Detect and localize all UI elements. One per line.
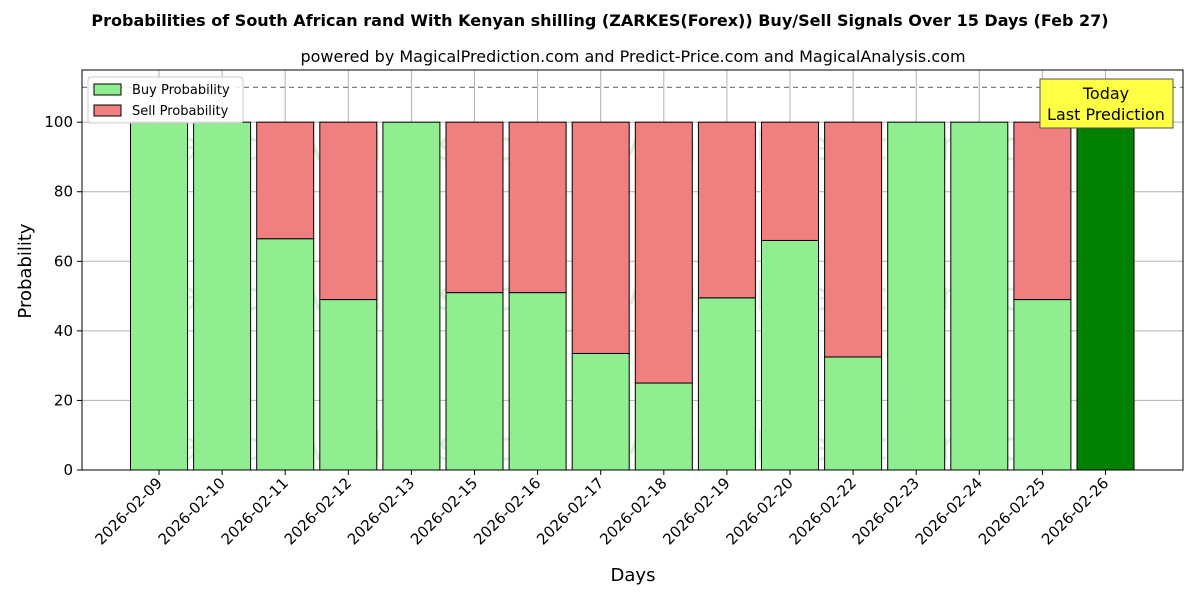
sell-bar <box>697 121 756 299</box>
buy-bar <box>634 382 693 471</box>
sell-bar <box>508 121 567 294</box>
buy-bar <box>761 239 819 471</box>
legend-label: Sell Probability <box>132 104 229 119</box>
y-tick-label: 80 <box>54 183 73 201</box>
x-tick-label: 2026-02-24 <box>912 474 986 548</box>
sell-bar <box>761 121 819 241</box>
buy-bar <box>193 121 252 471</box>
buy-bar <box>256 238 315 471</box>
x-tick-label: 2026-02-25 <box>975 474 1049 548</box>
buy-bar <box>508 292 567 471</box>
x-axis-label: Days <box>611 565 656 586</box>
x-tick-label: 2026-02-11 <box>218 474 292 548</box>
x-tick-label: 2026-02-15 <box>407 474 481 548</box>
sell-bar <box>256 121 315 240</box>
buy-bar <box>571 352 630 471</box>
y-tick-label: 20 <box>54 391 73 409</box>
buy-bar <box>319 299 378 471</box>
today-line2: Last Prediction <box>1047 105 1165 124</box>
x-tick-label: 2026-02-26 <box>1038 474 1112 548</box>
legend: Buy Probability Sell Probability <box>87 76 244 124</box>
plot-frame <box>81 69 1184 471</box>
y-tick-label: 0 <box>63 461 73 479</box>
x-tick-label: 2026-02-17 <box>533 474 607 548</box>
y-tick-label: 60 <box>54 252 73 270</box>
y-axis-label: Probability <box>15 223 36 318</box>
sell-bar <box>445 121 504 294</box>
x-tick-label: 2026-02-18 <box>596 474 670 548</box>
sell-bar <box>319 121 378 301</box>
today-line1: Today <box>1082 84 1129 103</box>
x-tick-label: 2026-02-10 <box>155 474 229 548</box>
x-tick-label: 2026-02-20 <box>722 474 796 548</box>
x-tick-label: 2026-02-23 <box>849 474 923 548</box>
today-annotation: Today Last Prediction <box>1039 78 1174 129</box>
y-tick-label: 40 <box>54 322 73 340</box>
bars <box>82 86 1183 471</box>
sell-bar <box>571 121 630 354</box>
buy-bar <box>382 121 441 471</box>
y-tick-label: 100 <box>44 113 73 131</box>
sell-bar <box>824 121 883 358</box>
x-tick-label: 2026-02-13 <box>344 474 418 548</box>
buy-bar <box>1013 299 1072 471</box>
x-tick-label: 2026-02-09 <box>91 474 165 548</box>
buy-bar <box>1076 121 1135 471</box>
legend-label: Buy Probability <box>132 83 230 98</box>
buy-bar <box>130 121 188 471</box>
sell-bar <box>634 121 693 384</box>
buy-bar <box>950 121 1009 471</box>
sell-bar <box>1013 121 1072 301</box>
buy-bar <box>824 356 883 471</box>
x-tick-label: 2026-02-19 <box>659 474 733 548</box>
buy-bar <box>887 121 946 471</box>
x-tick-label: 2026-02-12 <box>281 474 355 548</box>
legend-swatch <box>93 83 122 96</box>
x-tick-label: 2026-02-22 <box>786 474 860 548</box>
x-tick-label: 2026-02-16 <box>470 474 544 548</box>
buy-bar <box>445 292 504 471</box>
legend-swatch <box>93 104 122 117</box>
buy-bar <box>697 297 756 471</box>
chart-title: Probabilities of South African rand With… <box>91 11 1108 30</box>
legend-box <box>87 76 244 124</box>
chart-subtitle: powered by MagicalPrediction.com and Pre… <box>300 47 965 66</box>
today-box <box>1039 78 1174 129</box>
